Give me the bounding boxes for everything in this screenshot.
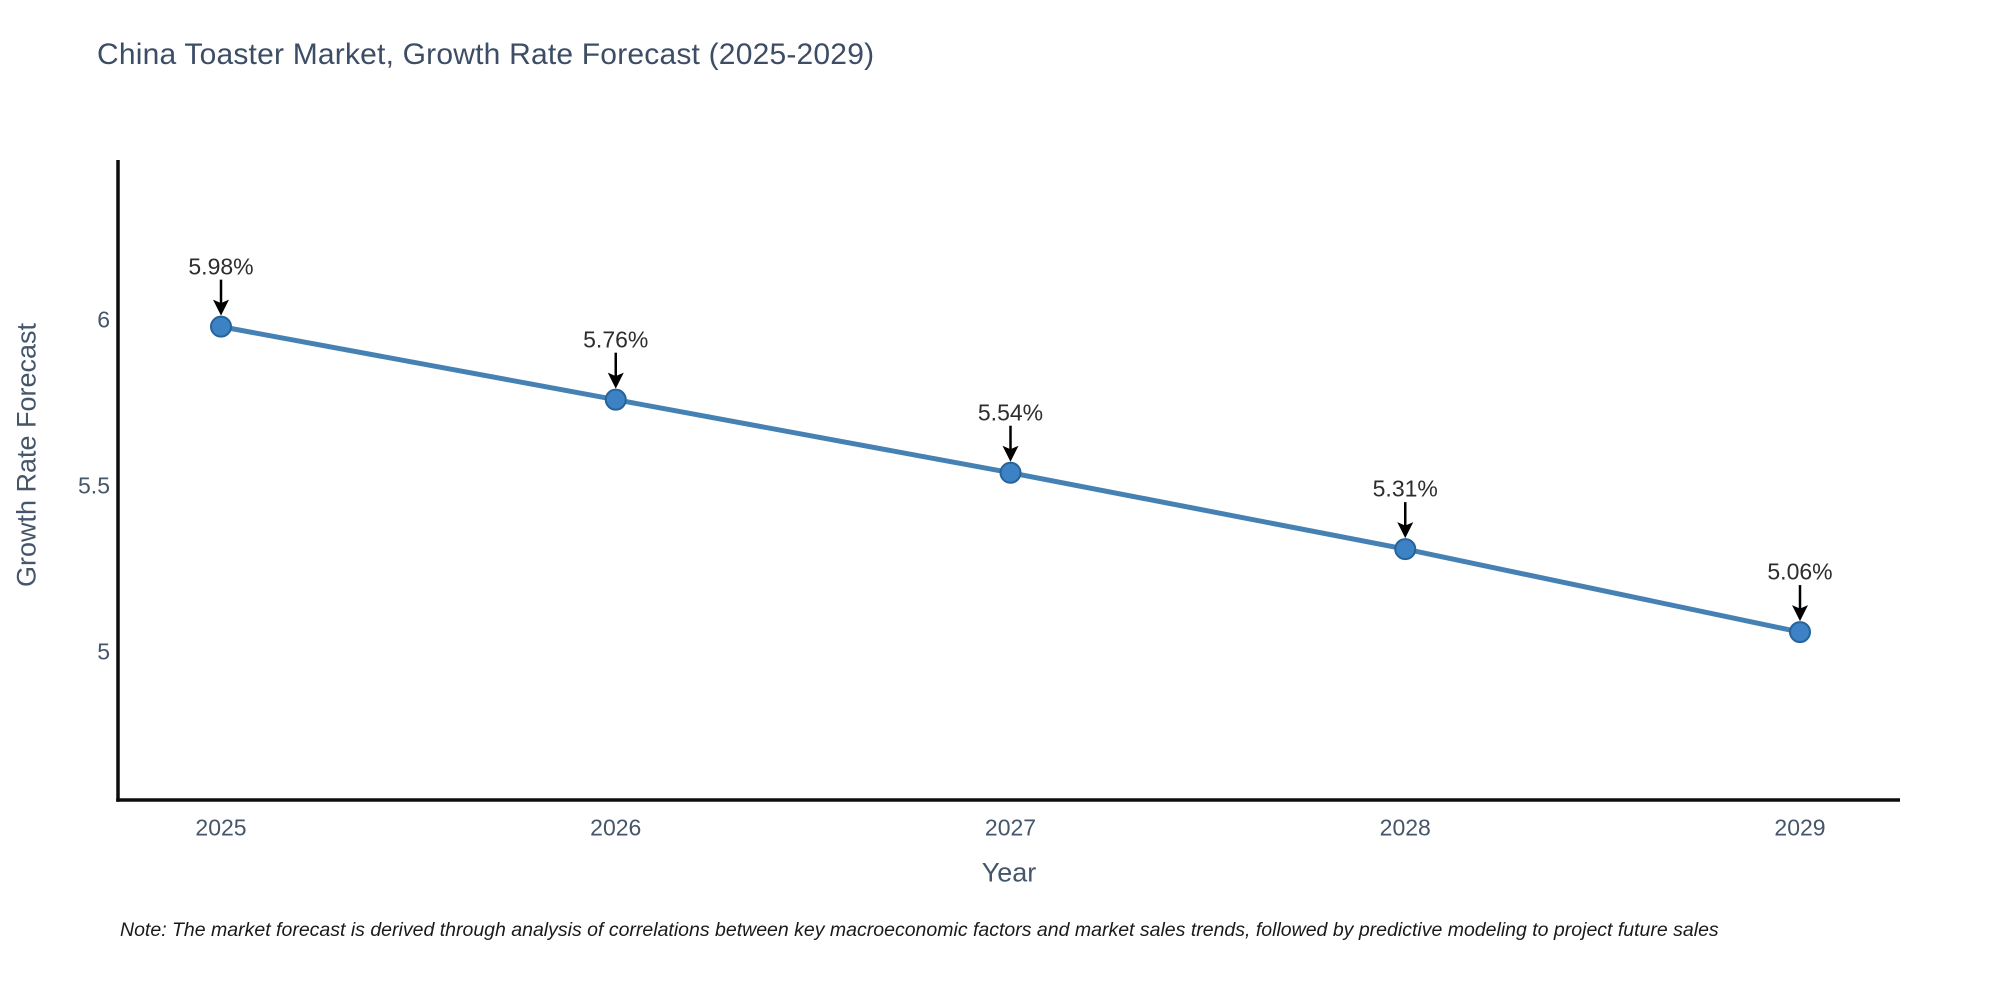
- annotation-arrow-head: [213, 299, 229, 316]
- annotation-arrow-head: [1002, 445, 1019, 462]
- footnote: Note: The market forecast is derived thr…: [120, 919, 1719, 941]
- annotation-arrow-head: [1397, 522, 1414, 539]
- data-point-marker: [210, 315, 232, 338]
- annotation-arrow-head: [1792, 605, 1808, 622]
- chart-title: China Toaster Market, Growth Rate Foreca…: [97, 38, 875, 71]
- data-point-marker: [1789, 621, 1811, 644]
- annotation-arrow-head: [607, 372, 624, 389]
- data-point-marker: [604, 388, 627, 411]
- data-point-marker: [999, 461, 1022, 484]
- data-point-marker: [1394, 538, 1417, 561]
- x-axis-title: Year: [981, 857, 1037, 888]
